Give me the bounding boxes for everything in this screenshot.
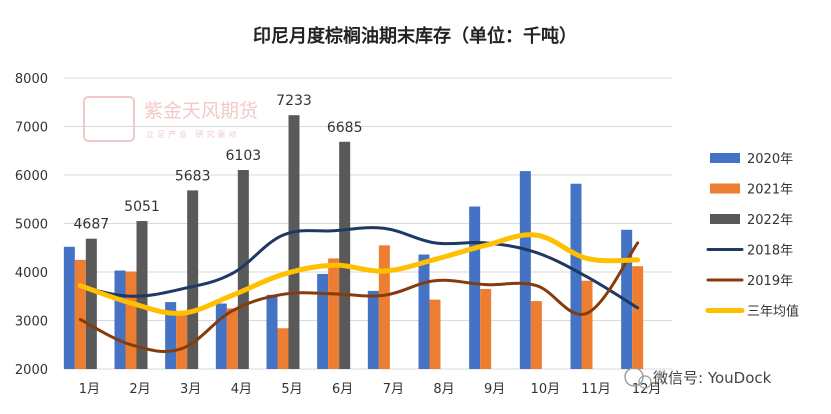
bar-2022年 xyxy=(288,115,300,370)
legend-label: 2019年 xyxy=(747,274,793,289)
bar-2020年 xyxy=(266,294,278,369)
bar-2021年 xyxy=(378,245,390,369)
data-label: 4687 xyxy=(74,217,110,233)
x-tick-label: 1月 xyxy=(79,382,100,397)
y-axis: 2000 3000 4000 5000 6000 7000 8000 xyxy=(15,72,48,378)
bar-2021年 xyxy=(277,328,289,369)
data-labels: 4687 5051 5683 6103 7233 6685 xyxy=(74,93,363,232)
watermark: 紫金天风期货 立足产业 研究驱动 xyxy=(83,96,258,142)
bar-2020年 xyxy=(570,183,582,369)
legend-swatch xyxy=(710,214,740,224)
bar-2021年 xyxy=(530,301,542,369)
legend-item: 2019年 xyxy=(706,274,793,289)
x-tick-label: 4月 xyxy=(231,382,252,397)
legend-label: 三年均值 xyxy=(747,304,799,320)
bar-2021年 xyxy=(74,259,86,369)
x-tick-label: 12月 xyxy=(632,382,662,397)
bar-2021年 xyxy=(581,280,593,369)
wechat-text: 微信号: YouDock xyxy=(653,369,772,387)
bar-2021年 xyxy=(125,271,137,369)
data-label: 7233 xyxy=(276,93,312,109)
bar-2022年 xyxy=(187,190,199,369)
line-三年均值 xyxy=(77,232,641,316)
legend-item: 2021年 xyxy=(710,183,793,198)
y-tick-label: 3000 xyxy=(15,315,48,330)
legend-swatch xyxy=(710,153,740,163)
x-axis: 1月 2月 3月 4月 5月 6月 7月 8月 9月 10月 11月 12月 xyxy=(79,382,662,397)
bar-2020年 xyxy=(367,290,379,369)
legend-label: 2021年 xyxy=(747,183,793,198)
bar-2020年 xyxy=(165,302,177,369)
bar-2021年 xyxy=(226,308,238,369)
wechat-badge: 微信号: YouDock xyxy=(624,367,772,389)
bar-2020年 xyxy=(114,270,126,369)
bar-2020年 xyxy=(418,254,430,369)
bar-2022年 xyxy=(339,141,351,369)
watermark-logo xyxy=(83,96,135,142)
bar-2021年 xyxy=(429,299,441,369)
x-tick-label: 10月 xyxy=(531,382,561,397)
legend-label: 2022年 xyxy=(747,213,793,228)
y-tick-label: 7000 xyxy=(15,121,48,136)
data-label: 5683 xyxy=(175,168,211,184)
line-series xyxy=(77,226,641,353)
legend-label: 2020年 xyxy=(747,152,793,167)
x-tick-label: 11月 xyxy=(581,382,611,397)
bar-2021年 xyxy=(632,266,644,369)
x-tick-label: 7月 xyxy=(383,382,404,397)
bar-2020年 xyxy=(63,246,75,369)
bar-2022年 xyxy=(85,238,97,369)
line-2018年 xyxy=(78,226,640,310)
x-tick-label: 3月 xyxy=(180,382,201,397)
legend-swatch xyxy=(710,183,740,194)
data-label: 6685 xyxy=(327,120,363,136)
data-label: 5051 xyxy=(124,199,160,215)
x-tick-label: 2月 xyxy=(129,382,150,397)
y-tick-label: 2000 xyxy=(15,363,48,378)
x-tick-label: 6月 xyxy=(332,382,353,397)
bar-2020年 xyxy=(519,171,531,369)
watermark-subtext: 立足产业 研究驱动 xyxy=(146,129,240,139)
wechat-icon-small xyxy=(638,375,652,389)
x-tick-label: 9月 xyxy=(484,382,505,397)
legend-item: 2020年 xyxy=(710,152,793,167)
bar-2022年 xyxy=(237,170,249,369)
data-label: 6103 xyxy=(226,148,262,164)
y-tick-label: 8000 xyxy=(15,72,48,87)
wechat-icon xyxy=(624,367,644,387)
bar-2021年 xyxy=(328,258,340,369)
chart-title: 印尼月度棕榈油期末库存（单位：千吨） xyxy=(253,25,577,47)
bar-2020年 xyxy=(469,206,481,369)
line-2019年 xyxy=(78,241,640,353)
legend-item: 三年均值 xyxy=(705,304,799,320)
legend-label: 2018年 xyxy=(747,244,793,259)
legend-item: 2022年 xyxy=(710,213,793,228)
bar-2021年 xyxy=(480,288,492,369)
x-tick-label: 5月 xyxy=(281,382,302,397)
bar-2020年 xyxy=(215,303,227,369)
bar-2021年 xyxy=(176,310,188,369)
bar-2020年 xyxy=(317,273,329,369)
y-tick-label: 6000 xyxy=(15,169,48,184)
x-tick-label: 8月 xyxy=(433,382,454,397)
watermark-text: 紫金天风期货 xyxy=(144,100,258,122)
y-tick-label: 5000 xyxy=(15,218,48,233)
y-tick-label: 4000 xyxy=(15,266,48,281)
legend-item: 2018年 xyxy=(706,244,793,259)
